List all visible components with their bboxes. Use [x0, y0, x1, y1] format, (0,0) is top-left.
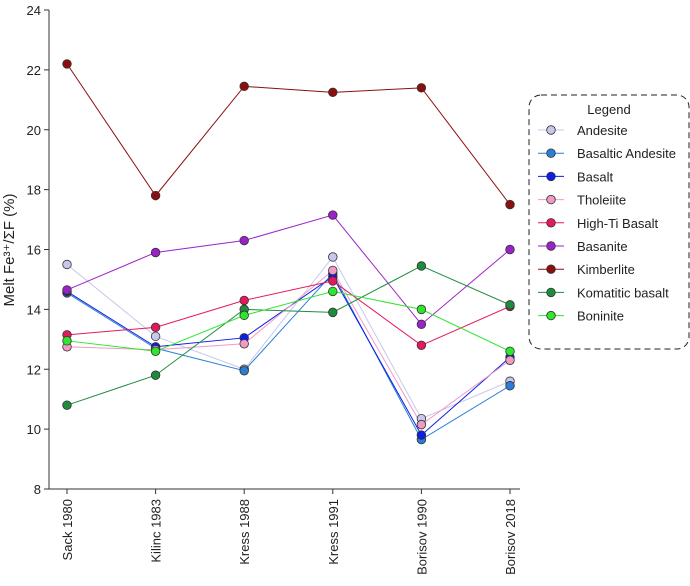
series-line	[66, 256, 511, 420]
legend-swatch-marker	[546, 218, 556, 228]
data-point	[62, 285, 72, 295]
data-point	[239, 81, 249, 92]
data-point	[239, 366, 249, 376]
data-point	[150, 247, 161, 258]
data-point	[505, 381, 515, 391]
x-tick-label: Borisov 2018	[503, 499, 518, 575]
data-point	[416, 83, 427, 93]
y-tick-label: 20	[27, 123, 41, 138]
y-tick-label: 14	[27, 302, 41, 317]
data-point	[239, 235, 249, 246]
x-tick-label: Kilinc 1983	[149, 499, 164, 563]
legend-swatch-marker	[546, 264, 556, 274]
y-tick-label: 24	[27, 3, 41, 18]
data-point	[150, 322, 161, 333]
data-point	[62, 259, 72, 270]
legend-swatch-marker	[546, 287, 556, 298]
data-point	[505, 346, 515, 356]
legend-item: Basanite	[538, 239, 628, 254]
y-tick-label: 16	[27, 243, 41, 258]
y-tick-label: 10	[27, 422, 41, 437]
legend-label: High-Ti Basalt	[577, 216, 659, 231]
series-line	[66, 265, 511, 406]
data-point	[62, 336, 72, 346]
legend-label: Kimberlite	[577, 262, 635, 277]
data-point	[505, 244, 515, 255]
data-point	[505, 199, 515, 210]
data-point	[328, 286, 338, 297]
data-point	[328, 276, 338, 286]
legend-label: Basalt	[577, 169, 614, 184]
x-tick-label: Kress 1991	[326, 499, 341, 565]
data-point	[62, 400, 72, 410]
data-point	[239, 310, 249, 321]
legend-item: Kimberlite	[538, 262, 635, 277]
legend-label: Komatitic basalt	[577, 285, 669, 300]
x-tick-label: Borisov 1990	[414, 499, 429, 575]
legend-item: High-Ti Basalt	[538, 216, 659, 231]
data-point	[416, 430, 427, 440]
data-point	[328, 87, 338, 98]
data-point	[505, 300, 515, 310]
series-line	[66, 214, 511, 326]
legend-swatch-marker	[546, 171, 556, 182]
legend: Legend Andesite Basaltic Andesite Basalt Th…	[528, 94, 690, 350]
data-point	[62, 59, 72, 69]
series-line	[66, 290, 511, 352]
y-tick-label: 8	[34, 482, 41, 497]
data-point	[150, 331, 161, 342]
x-tick-label: Kress 1988	[237, 499, 252, 565]
legend-label: Basaltic Andesite	[577, 146, 676, 161]
series-line	[66, 275, 511, 436]
data-point	[416, 340, 427, 351]
legend-items: Andesite Basaltic Andesite Basalt Tholeiite…	[538, 123, 676, 324]
y-axis-title: Melt Fe³⁺/ΣF (%)	[1, 193, 18, 306]
legend-swatch-marker	[546, 241, 556, 251]
data-point	[239, 295, 249, 306]
legend-label: Boninite	[577, 309, 624, 324]
legend-box	[528, 94, 690, 350]
legend-item: Komatitic basalt	[538, 285, 669, 300]
y-axis: 8 10 12 14 16 18 20 22 24	[27, 3, 50, 497]
data-point	[328, 252, 338, 262]
series-lines	[66, 63, 511, 441]
legend-item: Basalt	[538, 169, 614, 184]
data-point	[416, 319, 427, 330]
legend-label: Tholeiite	[577, 193, 626, 208]
series-points	[62, 59, 515, 445]
y-tick-label: 22	[27, 63, 41, 78]
series-line	[66, 272, 511, 441]
legend-label: Basanite	[577, 239, 628, 254]
data-point	[150, 190, 161, 201]
legend-swatch-marker	[546, 125, 556, 135]
data-point	[416, 261, 427, 271]
data-point	[416, 419, 427, 430]
legend-label: Andesite	[577, 123, 628, 138]
legend-item: Basaltic Andesite	[538, 146, 676, 161]
data-point	[150, 346, 161, 356]
y-tick-label: 12	[27, 362, 41, 377]
legend-item: Boninite	[538, 309, 624, 324]
series-line	[66, 280, 511, 346]
data-point	[328, 210, 338, 220]
series-line	[66, 269, 511, 426]
legend-title: Legend	[587, 102, 630, 117]
legend-swatch-marker	[546, 194, 556, 205]
x-axis: Sack 1980 Kilinc 1983 Kress 1988 Kress 1991…	[49, 488, 520, 575]
y-tick-label: 18	[27, 183, 41, 198]
data-point	[239, 339, 249, 349]
legend-item: Andesite	[538, 123, 628, 138]
data-point	[505, 355, 515, 365]
legend-item: Tholeiite	[538, 193, 626, 208]
series-line	[66, 63, 511, 205]
data-point	[150, 370, 161, 380]
data-point	[328, 265, 338, 276]
data-point	[328, 307, 338, 318]
legend-swatch-marker	[546, 310, 556, 321]
x-tick-label: Sack 1980	[60, 499, 75, 560]
data-point	[416, 304, 427, 315]
legend-swatch-marker	[546, 148, 556, 158]
